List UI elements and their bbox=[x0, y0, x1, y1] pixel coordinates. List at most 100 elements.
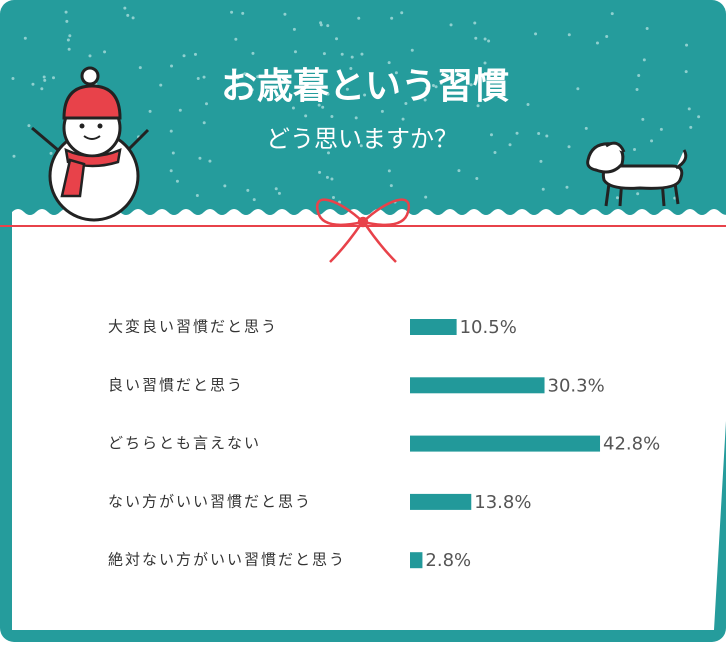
snow-dot bbox=[283, 12, 287, 16]
snow-dot bbox=[565, 185, 569, 189]
snow-dot bbox=[196, 76, 200, 80]
snow-dot bbox=[541, 187, 545, 191]
dog bbox=[586, 141, 688, 207]
snow-dot bbox=[202, 121, 206, 125]
snow-dot bbox=[169, 169, 173, 173]
snow-dot bbox=[64, 10, 68, 14]
snow-dot bbox=[12, 154, 16, 158]
snow-dot bbox=[304, 114, 308, 118]
snow-dot bbox=[65, 19, 69, 23]
snow-dot bbox=[659, 127, 663, 131]
bar bbox=[410, 435, 601, 452]
snow-dot bbox=[293, 50, 297, 54]
snow-dot bbox=[673, 196, 677, 200]
snow-dot bbox=[636, 192, 640, 196]
snow-dot bbox=[66, 38, 70, 42]
snow-dot bbox=[68, 34, 72, 38]
snow-dot bbox=[610, 12, 614, 16]
snow-dot bbox=[350, 55, 354, 59]
snow-dot bbox=[131, 16, 135, 20]
snow-dot bbox=[422, 92, 426, 96]
snow-dot bbox=[236, 76, 240, 80]
snow-dot bbox=[198, 156, 202, 160]
snow-dot bbox=[474, 36, 478, 40]
snow-dot bbox=[567, 33, 571, 37]
snow-dot bbox=[326, 92, 330, 96]
snow-dot bbox=[243, 72, 247, 76]
snow-dot bbox=[410, 48, 414, 52]
snow-dot bbox=[171, 151, 175, 155]
snow-dot bbox=[274, 187, 278, 191]
snow-dot bbox=[642, 58, 646, 62]
snow-dot bbox=[584, 126, 588, 130]
snow-dot bbox=[434, 85, 438, 89]
snow-dot bbox=[508, 143, 512, 147]
snow-dot bbox=[345, 87, 349, 91]
bar bbox=[410, 493, 472, 510]
snow-dot bbox=[449, 23, 453, 27]
snow-dot bbox=[424, 87, 428, 91]
snowman bbox=[31, 66, 150, 222]
snow-dot bbox=[67, 47, 71, 51]
snow-dot bbox=[576, 87, 580, 91]
snow-dot bbox=[469, 83, 473, 87]
chart-subtitle: どう思いますか？ bbox=[266, 125, 458, 153]
snow-dot bbox=[292, 27, 296, 31]
snow-dot bbox=[88, 54, 92, 58]
value-label: 13.8% bbox=[474, 492, 531, 513]
snow-dot bbox=[234, 37, 238, 41]
category-label: 良い習慣だと思う bbox=[108, 376, 244, 394]
snow-dot bbox=[689, 125, 693, 129]
chart-title: お歳暮という習慣 bbox=[221, 66, 509, 107]
bar bbox=[410, 552, 423, 569]
snow-dot bbox=[697, 115, 701, 119]
snow-dot bbox=[423, 98, 427, 102]
snow-dot bbox=[473, 21, 477, 25]
snow-dot bbox=[318, 170, 322, 174]
snow-dot bbox=[43, 78, 47, 82]
snow-dot bbox=[40, 87, 44, 91]
snow-dot bbox=[515, 131, 519, 135]
snow-dot bbox=[534, 32, 538, 36]
snow-dot bbox=[360, 52, 364, 56]
snow-dot bbox=[241, 11, 245, 15]
snow-dot bbox=[326, 24, 330, 28]
snow-dot bbox=[595, 41, 599, 45]
snow-dot bbox=[49, 151, 53, 155]
snow-dot bbox=[401, 117, 405, 121]
snow-dot bbox=[250, 88, 254, 92]
snow-dot bbox=[354, 116, 358, 120]
category-label: ない方がいい習慣だと思う bbox=[108, 492, 312, 510]
snow-dot bbox=[11, 77, 15, 81]
snow-dot bbox=[439, 81, 443, 85]
snow-dot bbox=[687, 107, 691, 111]
snow-dot bbox=[148, 109, 152, 113]
snow-dot bbox=[483, 61, 487, 65]
snow-dot bbox=[424, 195, 428, 199]
value-label: 30.3% bbox=[548, 375, 605, 396]
snow-dot bbox=[483, 37, 487, 41]
value-label: 2.8% bbox=[425, 550, 471, 571]
snow-dot bbox=[182, 54, 186, 58]
snow-dot bbox=[319, 23, 323, 27]
snow-dot bbox=[537, 131, 541, 135]
snow-dot bbox=[335, 37, 339, 41]
snow-dot bbox=[175, 179, 179, 183]
snow-dot bbox=[389, 184, 393, 188]
snow-dot bbox=[381, 89, 385, 93]
snow-dot bbox=[489, 133, 493, 137]
snow-dot bbox=[349, 67, 353, 71]
snow-dot bbox=[380, 109, 384, 113]
snow-dot bbox=[487, 39, 491, 43]
snow-dot bbox=[539, 159, 543, 163]
snow-dot bbox=[475, 176, 479, 180]
snow-dot bbox=[27, 124, 31, 128]
value-label: 10.5% bbox=[460, 317, 517, 338]
snow-dot bbox=[526, 102, 530, 106]
snow-dot bbox=[251, 51, 255, 55]
snow-dot bbox=[641, 117, 645, 121]
bar bbox=[410, 377, 545, 394]
snow-dot bbox=[476, 104, 480, 108]
snow-dot bbox=[390, 16, 394, 20]
